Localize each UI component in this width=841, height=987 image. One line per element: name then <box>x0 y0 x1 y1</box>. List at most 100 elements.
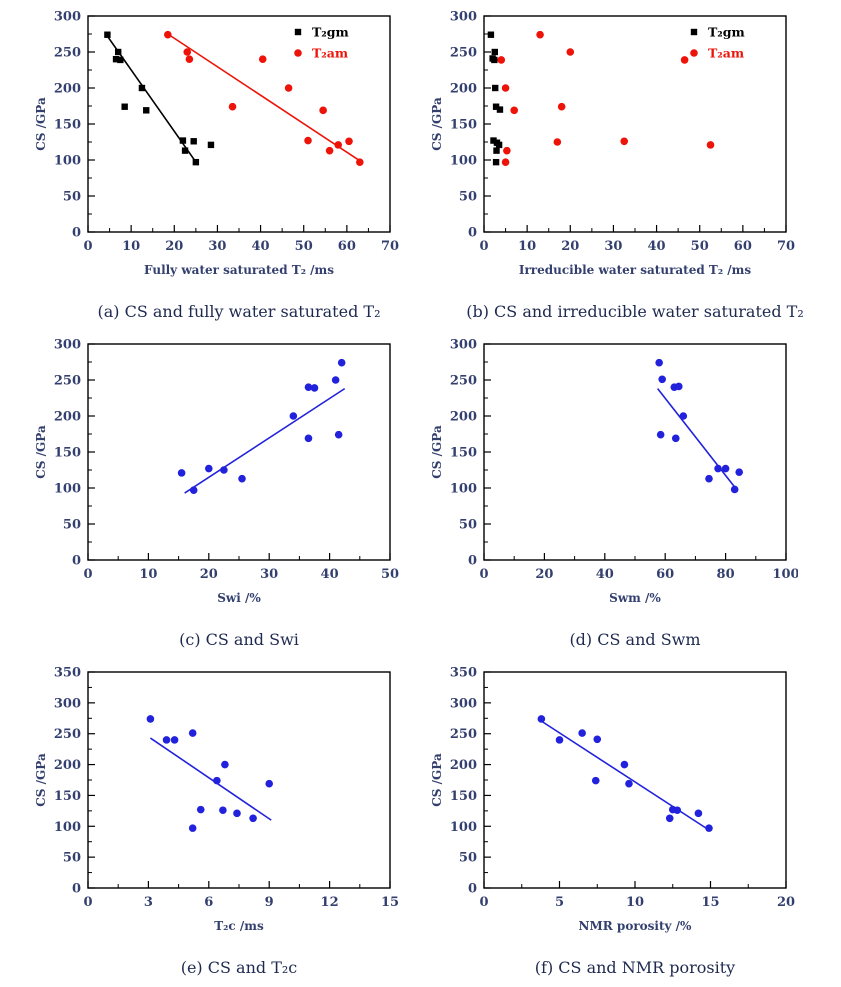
y-tick-label: 100 <box>54 820 81 835</box>
data-point <box>730 485 739 494</box>
x-tick-label: 50 <box>381 567 399 582</box>
y-tick-label: 150 <box>54 789 81 804</box>
x-tick-label: 3 <box>144 895 153 910</box>
x-tick-label: 50 <box>295 239 313 254</box>
y-tick-label: 250 <box>54 727 81 742</box>
data-point <box>220 466 228 474</box>
data-point <box>714 464 722 473</box>
x-tick-label: 60 <box>734 239 752 254</box>
y-tick-label: 100 <box>450 154 477 169</box>
x-tick-label: 40 <box>596 567 614 582</box>
x-tick-label: 15 <box>701 895 719 910</box>
data-point <box>497 56 506 64</box>
data-point <box>735 468 743 476</box>
y-axis-title: CS /GPa <box>34 753 48 807</box>
data-point <box>680 56 689 64</box>
y-tick-label: 300 <box>450 338 477 353</box>
data-point <box>319 106 327 115</box>
series-T₂gm <box>104 31 215 166</box>
y-tick-label: 250 <box>450 46 477 61</box>
data-point <box>284 84 293 92</box>
x-axis-title: Fully water saturated T₂ /ms <box>144 263 334 277</box>
data-point <box>219 806 227 815</box>
data-point <box>196 805 205 814</box>
data-point <box>294 28 302 36</box>
data-point <box>192 158 200 166</box>
data-point <box>501 158 510 166</box>
data-point <box>310 384 319 392</box>
plot-frame <box>483 343 787 561</box>
y-tick-label: 300 <box>54 696 81 711</box>
series-CS <box>537 715 713 832</box>
x-tick-label: 60 <box>656 567 674 582</box>
data-point <box>591 776 600 785</box>
x-tick-label: 40 <box>252 239 270 254</box>
x-tick-label: 60 <box>338 239 356 254</box>
caption-e: (e) CS and T₂c <box>180 958 298 977</box>
trend-line <box>106 35 199 166</box>
x-axis-title: NMR porosity /% <box>579 919 693 933</box>
data-point <box>112 56 120 63</box>
data-point <box>337 358 346 367</box>
data-point <box>115 48 122 56</box>
x-tick-label: 0 <box>83 239 92 254</box>
x-tick-label: 40 <box>321 567 339 582</box>
data-point <box>536 30 544 39</box>
data-point <box>690 49 698 57</box>
chart-d-swm: 0 20 40 60 80 100 0 50 100 150 200 250 300 Swm /% CS /… <box>430 338 798 606</box>
data-point <box>143 107 150 114</box>
data-point <box>221 760 229 769</box>
data-point <box>334 430 343 439</box>
chart-c-swi: 0 10 20 30 40 50 0 50 100 150 200 250 300 Swi /% CS /G… <box>34 338 399 606</box>
y-tick-label: 300 <box>450 696 477 711</box>
chart-b-irreducible-saturated-t2: 0 10 20 30 40 50 60 70 0 50 100 150 200 250 300 Irreduc… <box>430 10 795 278</box>
y-tick-label: 0 <box>72 554 81 569</box>
data-point <box>146 715 155 723</box>
y-tick-label: 0 <box>72 882 81 897</box>
data-point <box>117 56 124 64</box>
data-point <box>177 469 186 477</box>
data-point <box>690 28 698 36</box>
x-tick-label: 30 <box>260 567 278 582</box>
y-tick-label: 100 <box>54 154 81 169</box>
y-tick-label: 250 <box>450 374 477 389</box>
y-tick-label: 200 <box>450 82 477 97</box>
y-tick-label: 200 <box>54 82 81 97</box>
y-tick-label: 50 <box>459 190 477 205</box>
x-tick-label: 80 <box>717 567 735 582</box>
data-point <box>578 729 586 737</box>
y-tick-label: 250 <box>54 374 81 389</box>
data-point <box>164 30 172 39</box>
data-point <box>213 776 221 785</box>
trend-line <box>167 33 363 163</box>
y-tick-label: 50 <box>63 851 81 866</box>
data-point <box>620 137 629 146</box>
data-point <box>170 736 179 744</box>
data-point <box>304 383 313 391</box>
data-point <box>334 141 343 149</box>
y-tick-label: 50 <box>63 518 81 533</box>
data-point <box>501 84 510 92</box>
caption-a: (a) CS and fully water saturated T₂ <box>97 302 381 321</box>
data-point <box>121 103 128 110</box>
data-point <box>138 84 146 92</box>
legend-label: T₂am <box>312 46 348 61</box>
series-CS <box>655 358 743 494</box>
x-tick-label: 70 <box>777 239 795 254</box>
data-point <box>674 382 683 391</box>
y-tick-label: 100 <box>450 482 477 497</box>
series-CS <box>146 715 273 832</box>
data-point <box>207 141 215 149</box>
data-point <box>294 49 302 57</box>
panel-e: 0 3 6 9 12 15 0 50 100 150 200 250 300 350 T₂c /ms CS /… <box>30 660 402 987</box>
data-point <box>593 735 602 744</box>
caption-d: (d) CS and Swm <box>569 630 701 649</box>
plot-frame <box>87 343 391 561</box>
data-point <box>190 138 197 145</box>
panel-f: 0 5 10 15 20 0 50 100 150 200 250 300 350 NMR porosit… <box>426 660 798 987</box>
y-tick-label: 200 <box>54 410 81 425</box>
y-tick-label: 200 <box>450 410 477 425</box>
